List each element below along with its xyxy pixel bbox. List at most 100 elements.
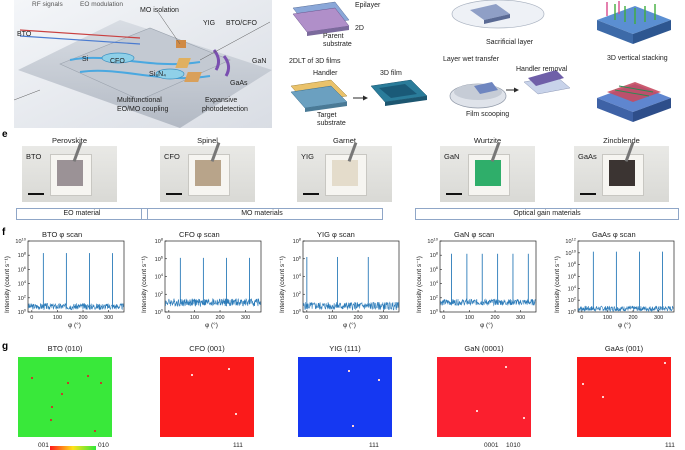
noise-floor-trace xyxy=(28,302,124,311)
label-2dlt-title: 2DLT of 3D films xyxy=(289,58,341,65)
label-3d-film: 3D film xyxy=(380,70,402,77)
y-tick-label: 1010 xyxy=(15,237,26,246)
photo-material-label: GaN xyxy=(444,152,460,161)
y-tick-label: 106 xyxy=(568,272,577,281)
x-axis-label: φ (°) xyxy=(343,322,356,329)
x-tick-label: 100 xyxy=(603,315,612,321)
y-tick-label: 104 xyxy=(293,272,302,281)
y-tick-label: 102 xyxy=(568,296,577,305)
label-layer-wet-transfer: Layer wet transfer xyxy=(443,56,500,63)
x-tick-label: 300 xyxy=(241,315,250,321)
noise-floor-trace xyxy=(303,301,399,311)
y-tick-label: 106 xyxy=(155,254,164,263)
map-speck xyxy=(378,379,381,382)
x-tick-label: 100 xyxy=(53,315,62,321)
map-speck xyxy=(30,377,33,380)
scale-bar xyxy=(446,193,462,195)
y-tick-label: 104 xyxy=(568,284,577,293)
orientation-map xyxy=(577,357,671,437)
photo-title: Spinel xyxy=(197,136,218,145)
ipf-corner-label: 111 xyxy=(233,442,243,449)
map-speck xyxy=(234,413,237,416)
panel-e-letter: e xyxy=(2,129,8,140)
map-speck xyxy=(94,429,97,432)
x-tick-label: 0 xyxy=(30,315,33,321)
y-tick-label: 100 xyxy=(430,308,439,317)
y-tick-label: 106 xyxy=(293,254,302,263)
orientation-map xyxy=(298,357,392,437)
x-tick-label: 300 xyxy=(516,315,525,321)
chart-title: CFO φ scan xyxy=(179,230,220,239)
schematic-b: Epilayer 2D Parent substrate 2DLT of 3D … xyxy=(283,0,433,130)
label-cfo: CFO xyxy=(110,58,125,65)
photo-title: Zincblende xyxy=(603,136,640,145)
y-tick-label: 104 xyxy=(155,272,164,281)
map-title: YIG (111) xyxy=(329,344,361,353)
legend-high-label: 010 xyxy=(98,442,109,449)
y-tick-label: 108 xyxy=(430,251,439,260)
scale-bar xyxy=(580,193,596,195)
chart-title: GaAs φ scan xyxy=(592,230,636,239)
x-tick-label: 300 xyxy=(654,315,663,321)
sample-film xyxy=(474,160,501,186)
ipf-color-bar xyxy=(50,446,96,450)
label-si: Si xyxy=(82,56,89,63)
label-rf-signals: RF signals xyxy=(32,1,63,8)
x-tick-label: 100 xyxy=(465,315,474,321)
plot-frame xyxy=(302,240,400,313)
sample-film xyxy=(608,160,635,186)
y-tick-label: 108 xyxy=(155,237,164,246)
label-expansive: Expansive xyxy=(205,97,238,104)
photonic-chip-illustration xyxy=(13,0,272,128)
y-tick-label: 1010 xyxy=(565,248,576,257)
label-handler: Handler xyxy=(313,70,338,77)
scale-bar xyxy=(166,193,182,195)
map-speck xyxy=(191,373,194,376)
map-speck xyxy=(50,418,53,421)
label-target-substrate: substrate xyxy=(317,120,346,127)
label-mo-isolation: MO isolation xyxy=(140,7,179,14)
scale-bar xyxy=(28,193,44,195)
y-tick-label: 104 xyxy=(18,279,27,288)
plot-frame xyxy=(27,240,125,313)
label-bto-cfo: BTO/CFO xyxy=(226,20,257,27)
y-tick-label: 104 xyxy=(430,279,439,288)
x-axis-label: φ (°) xyxy=(480,322,493,329)
x-tick-label: 0 xyxy=(442,315,445,321)
label-film-scooping: Film scooping xyxy=(466,111,510,118)
y-tick-label: 106 xyxy=(430,265,439,274)
ipf-corner-label: 1010 xyxy=(506,442,521,449)
chart-title: BTO φ scan xyxy=(42,230,83,239)
map-speck xyxy=(60,393,63,395)
x-tick-label: 200 xyxy=(215,315,224,321)
ipf-corner-label: 0001 xyxy=(484,442,499,449)
photo-material-label: BTO xyxy=(26,152,42,161)
noise-floor-trace xyxy=(165,298,261,308)
map-title: GaAs (001) xyxy=(604,344,644,353)
x-axis-label: φ (°) xyxy=(618,322,631,329)
label-epilayer: Epilayer xyxy=(355,2,381,9)
map-speck xyxy=(87,375,90,378)
x-tick-label: 200 xyxy=(353,315,362,321)
x-tick-label: 200 xyxy=(490,315,499,321)
photo-material-label: YIG xyxy=(301,152,314,161)
y-axis-label: Intensity (count s⁻¹) xyxy=(554,256,561,313)
photo-title: Garnet xyxy=(333,136,356,145)
label-multifunctional: Multifunctional xyxy=(117,97,162,104)
map-title: BTO (010) xyxy=(47,344,83,353)
x-tick-label: 300 xyxy=(104,315,113,321)
y-tick-label: 102 xyxy=(18,293,27,302)
y-tick-label: 108 xyxy=(293,237,302,246)
label-handler-removal: Handler removal xyxy=(516,66,568,73)
chart-title: GaN φ scan xyxy=(454,230,495,239)
y-tick-label: 102 xyxy=(293,290,302,299)
x-tick-label: 100 xyxy=(328,315,337,321)
schematic-c: Sacrificial layer Layer wet transfer Han… xyxy=(438,0,578,130)
x-tick-label: 100 xyxy=(190,315,199,321)
y-tick-label: 108 xyxy=(18,251,27,260)
label-target: Target xyxy=(317,112,337,119)
y-tick-label: 100 xyxy=(155,308,164,317)
